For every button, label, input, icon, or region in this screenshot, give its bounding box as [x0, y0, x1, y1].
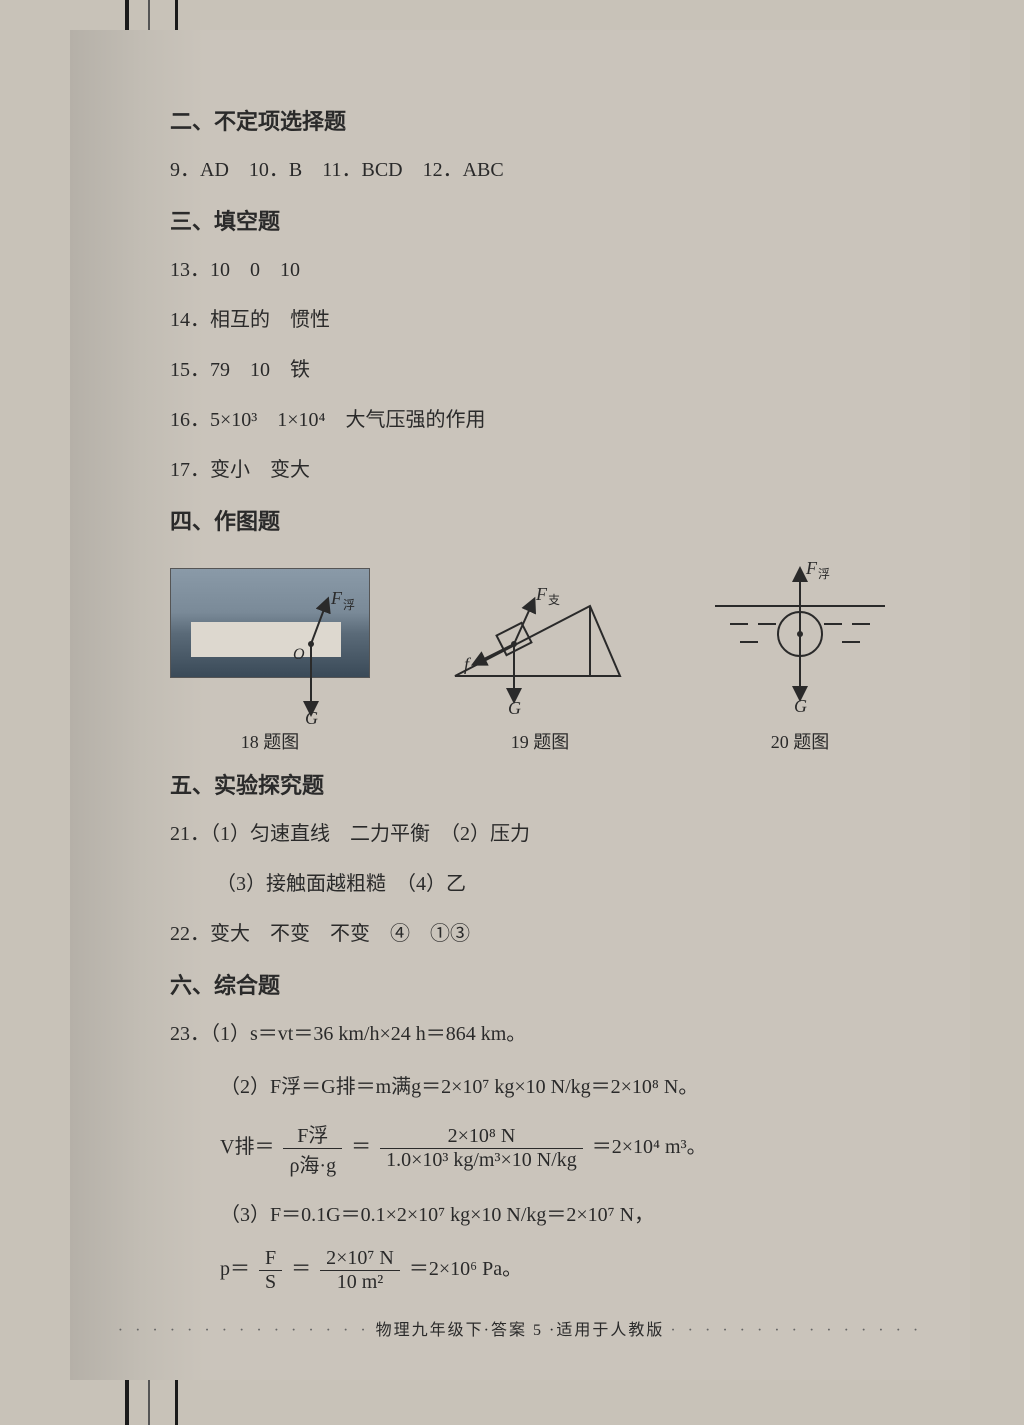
svg-text:支: 支: [548, 593, 560, 607]
answer-q23-3a: （3）F＝0.1G＝0.1×2×10⁷ kg×10 N/kg＝2×10⁷ N，: [170, 1198, 930, 1227]
figure-19: F 支 f G 19 题图: [440, 566, 640, 754]
answer-q14: 14．相互的 惯性: [170, 304, 930, 336]
answer-q22: 22．变大 不变 不变 ④ ①③: [170, 918, 930, 950]
buoyancy-diagram: F 浮 G: [710, 556, 890, 716]
svg-text:f: f: [464, 654, 472, 674]
section-3-title: 三、填空题: [170, 204, 930, 236]
figure-20: F 浮 G 20 题图: [710, 556, 890, 754]
figure-20-caption: 20 题图: [771, 728, 830, 754]
answer-q15: 15．79 10 铁: [170, 354, 930, 386]
answer-q17: 17．变小 变大: [170, 454, 930, 486]
frac1-den: ρ海·g: [283, 1149, 342, 1178]
answer-q21-1: 21．（1）匀速直线 二力平衡 （2）压力: [170, 818, 930, 850]
figure-18: F 浮 O G 18 题图: [170, 568, 370, 754]
ship-photo: F 浮 O G: [170, 568, 370, 678]
svg-text:G: G: [794, 696, 807, 716]
frac2-num: 2×10⁸ N: [380, 1125, 583, 1149]
answer-q21-2: （3）接触面越粗糙 （4）乙: [170, 868, 930, 900]
svg-text:G: G: [305, 708, 318, 728]
answer-q23-2a: （2）F浮＝G排＝m满g＝2×10⁷ kg×10 N/kg＝2×10⁸ N。: [170, 1070, 930, 1099]
vol-rhs: ＝2×10⁴ m³。: [592, 1136, 707, 1158]
fraction-1: F浮 ρ海·g: [283, 1119, 342, 1178]
figure-19-caption: 19 题图: [511, 728, 570, 754]
page-footer: · · · · · · · · · · · · · · · 物理九年级下·答案 …: [70, 1316, 970, 1340]
answer-q16: 16．5×10³ 1×10⁴ 大气压强的作用: [170, 404, 930, 436]
frac2-den: 1.0×10³ kg/m³×10 N/kg: [380, 1149, 583, 1172]
answer-q23-3b: p＝ F S ＝ 2×10⁷ N 10 m² ＝2×10⁶ Pa。: [170, 1247, 930, 1294]
svg-text:浮: 浮: [818, 567, 830, 581]
fraction-p1: F S: [259, 1247, 282, 1294]
fracp2-num: 2×10⁷ N: [320, 1247, 400, 1271]
answer-q23-2b: V排＝ F浮 ρ海·g ＝ 2×10⁸ N 1.0×10³ kg/m³×10 N…: [170, 1119, 930, 1178]
footer-dots-right: · · · · · · · · · · · · · · ·: [670, 1322, 922, 1339]
svg-text:F: F: [805, 558, 818, 578]
fracp1-den: S: [259, 1271, 282, 1294]
answer-q23-1: 23．（1）s＝vt＝36 km/h×24 h＝864 km。: [170, 1018, 930, 1050]
section-5-title: 五、实验探究题: [170, 768, 930, 800]
frac1-num: F浮: [283, 1119, 342, 1149]
eq: ＝: [351, 1136, 371, 1158]
answer-page: 二、不定项选择题 9．AD 10．B 11．BCD 12．ABC 三、填空题 1…: [70, 30, 970, 1380]
svg-text:浮: 浮: [343, 598, 355, 612]
diagram-row: F 浮 O G 18 题图: [170, 556, 890, 754]
incline-diagram: F 支 f G: [440, 566, 640, 716]
section-6-title: 六、综合题: [170, 968, 930, 1000]
fraction-p2: 2×10⁷ N 10 m²: [320, 1247, 400, 1294]
footer-text: 物理九年级下·答案 5 ·适用于人教版: [376, 1322, 665, 1339]
footer-dots-left: · · · · · · · · · · · · · · ·: [118, 1322, 370, 1339]
figure-18-caption: 18 题图: [241, 728, 300, 754]
fracp2-den: 10 m²: [320, 1271, 400, 1294]
fraction-2: 2×10⁸ N 1.0×10³ kg/m³×10 N/kg: [380, 1125, 583, 1172]
p-lhs: p＝: [220, 1258, 250, 1280]
svg-text:O: O: [293, 646, 305, 663]
section-2-title: 二、不定项选择题: [170, 104, 930, 136]
vol-lhs: V排＝: [220, 1136, 274, 1158]
fracp1-num: F: [259, 1247, 282, 1271]
svg-text:F: F: [330, 588, 343, 608]
answer-q13: 13．10 0 10: [170, 254, 930, 286]
svg-text:G: G: [508, 698, 521, 716]
svg-text:F: F: [535, 584, 548, 604]
eq-p: ＝: [291, 1258, 311, 1280]
answer-q9-12: 9．AD 10．B 11．BCD 12．ABC: [170, 154, 930, 186]
section-4-title: 四、作图题: [170, 504, 930, 536]
p-rhs: ＝2×10⁶ Pa。: [409, 1258, 522, 1280]
